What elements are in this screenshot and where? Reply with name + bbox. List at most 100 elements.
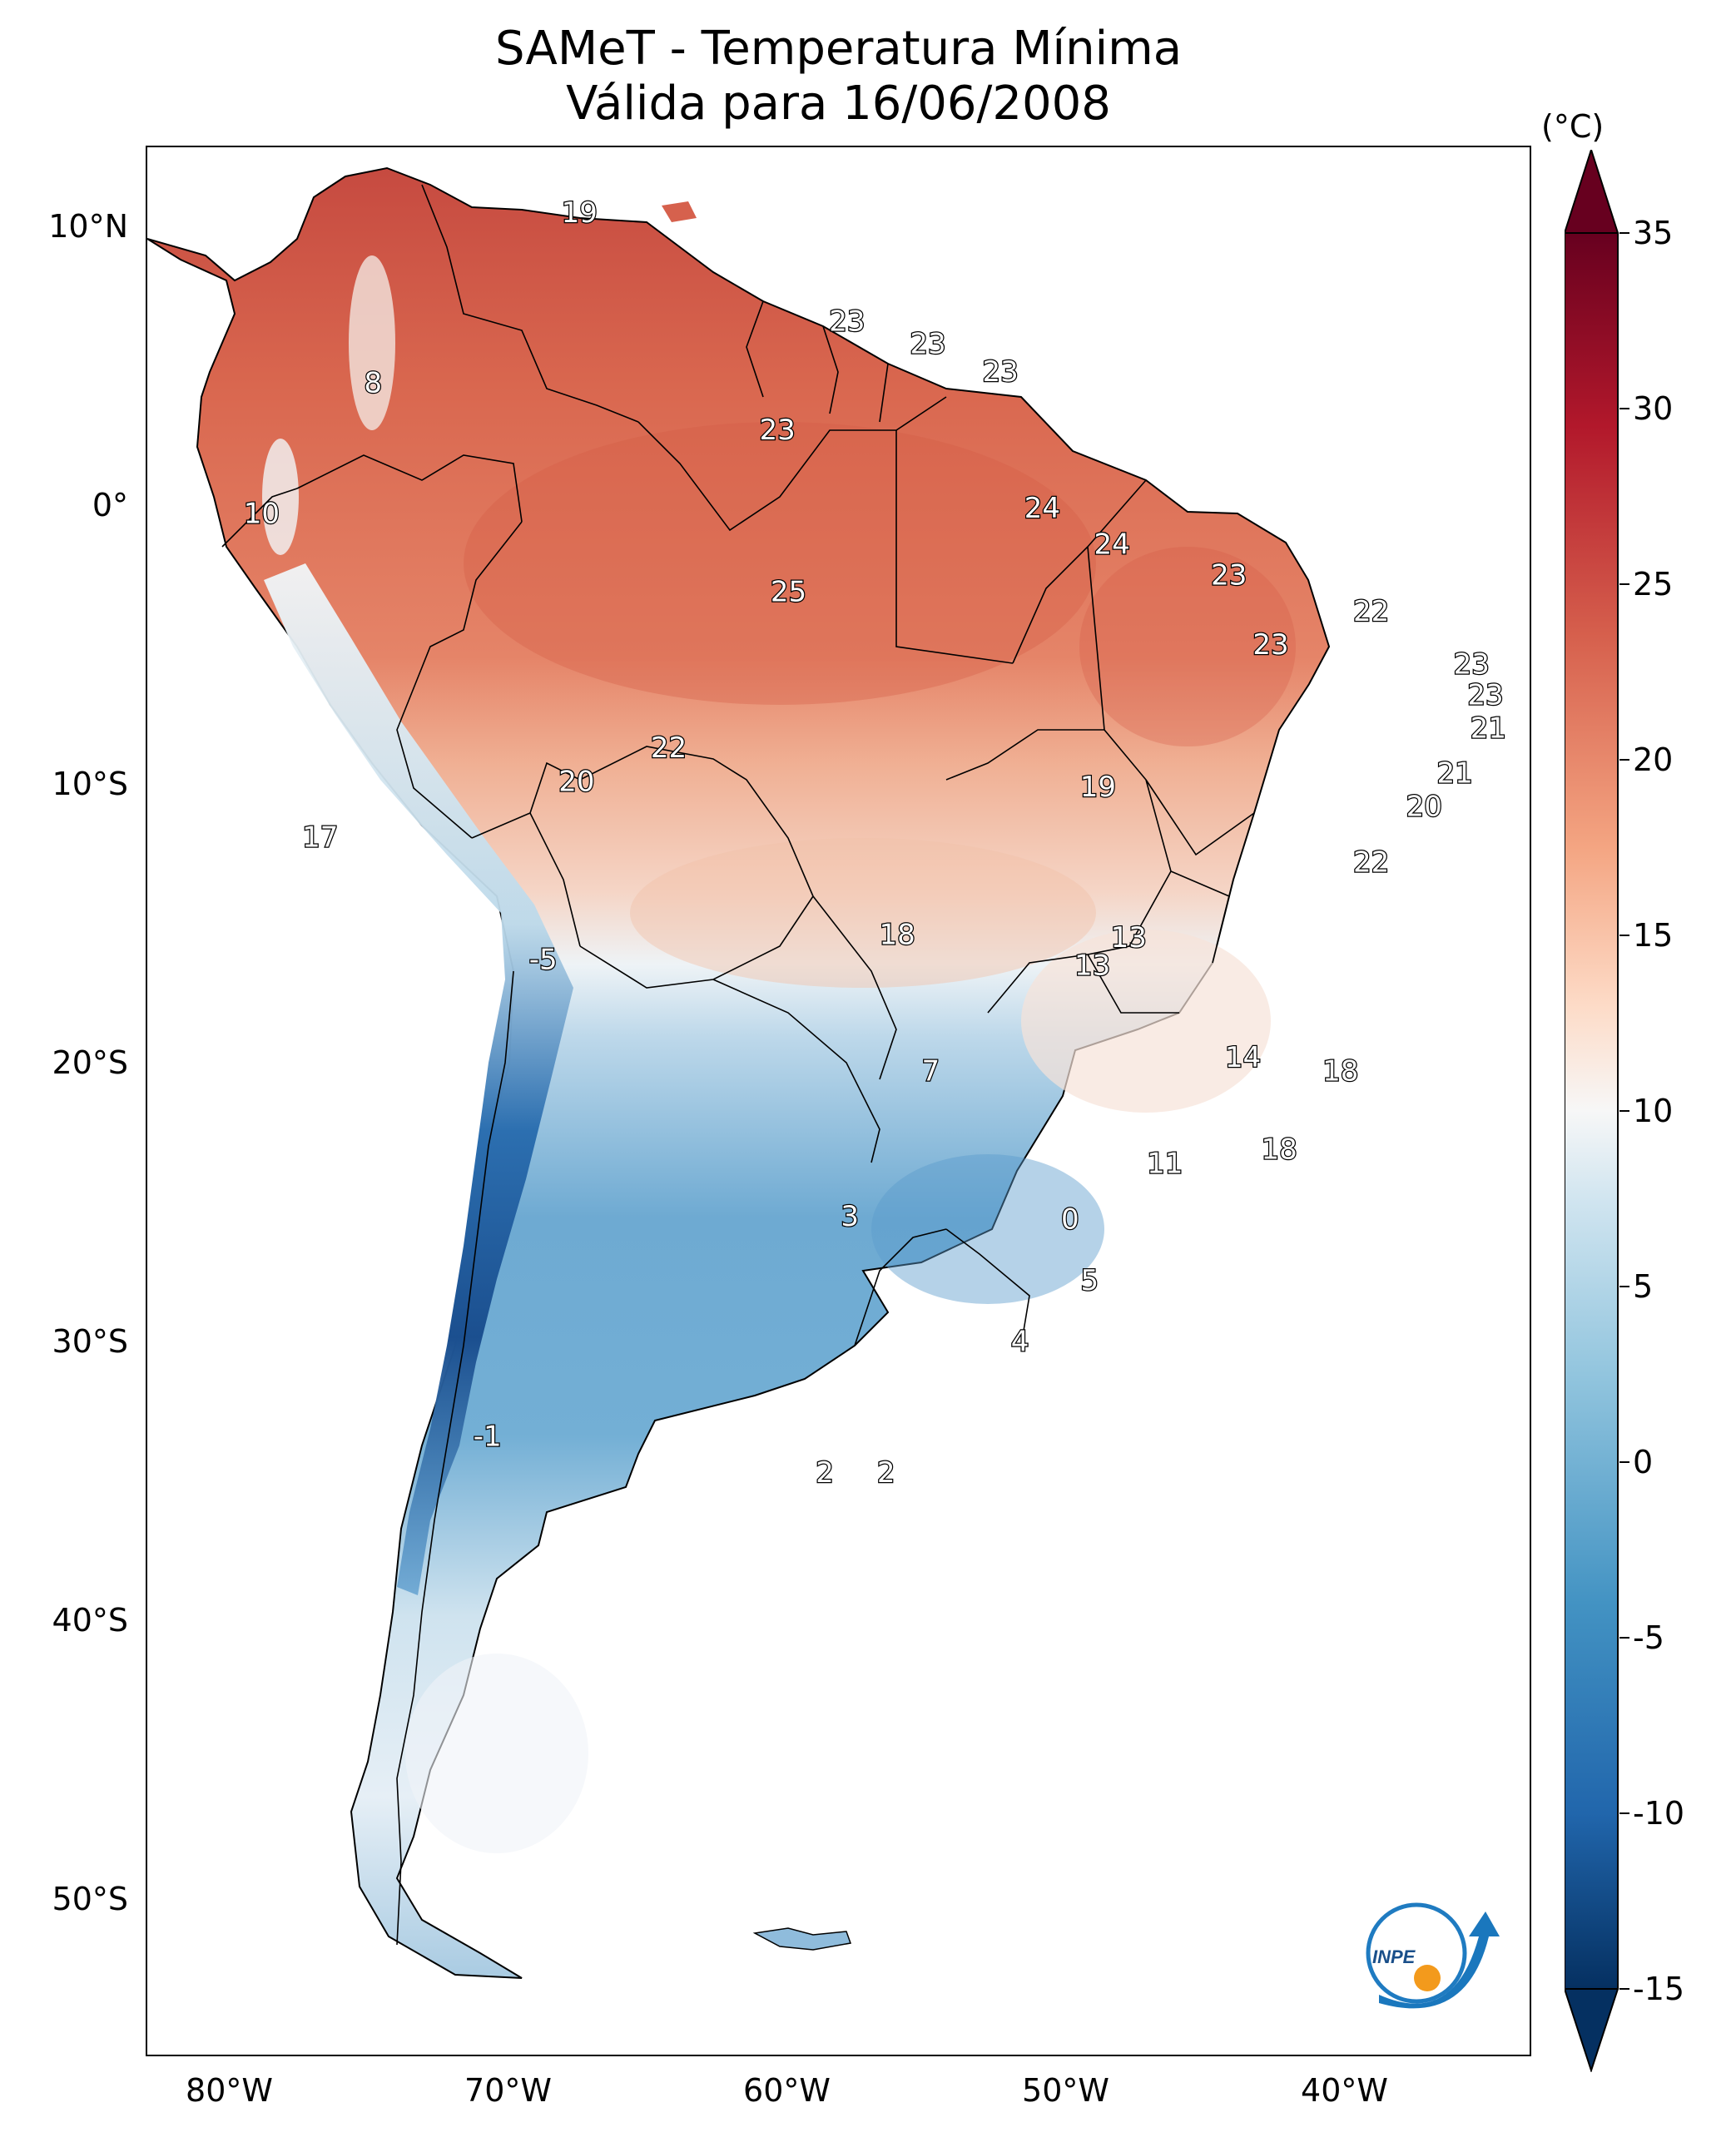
patagonia-mild [405, 1654, 588, 1853]
temperature-label: 7 [922, 1055, 940, 1088]
lon-tick-label: 80°W [186, 2072, 273, 2109]
northeast-brazil-warm [1079, 547, 1296, 746]
border-bolivia-chile-argentina [529, 812, 581, 947]
colorbar-tick-label: 30 [1633, 390, 1674, 427]
colorbar-tick [1619, 1988, 1629, 1990]
colorbar-unit: (°C) [1541, 108, 1605, 145]
temperature-label: 18 [880, 919, 915, 952]
temperature-label: 23 [982, 355, 1018, 389]
temperature-label: 10 [244, 498, 280, 531]
ecuador-andes-cool [262, 439, 299, 555]
colorbar-tick [1619, 759, 1629, 761]
border-suriname-guiana [879, 363, 889, 423]
temperature-label: 11 [1147, 1147, 1183, 1180]
temperature-label: 19 [1080, 771, 1116, 804]
country-borders [221, 184, 1255, 1946]
colorbar-tick-label: -5 [1633, 1619, 1664, 1656]
lat-tick-label: 0° [92, 487, 128, 524]
logo-text: INPE [1372, 1946, 1416, 1967]
southeast-brazil-mild [1021, 930, 1271, 1113]
temperature-label: 2 [816, 1456, 834, 1490]
border-colombia-venezuela [421, 184, 639, 423]
colorbar-body [1565, 232, 1619, 1990]
temperature-label: 2 [877, 1456, 895, 1490]
colorbar-tick-label: 20 [1633, 741, 1674, 778]
colorbar-tick [1619, 935, 1629, 936]
amazon-warm-core [464, 422, 1096, 705]
border-colombia-peru [296, 454, 523, 523]
colorbar-tick [1619, 1286, 1629, 1287]
title-line-1: SAMeT - Temperatura Mínima [494, 22, 1183, 76]
temperature-label: 23 [910, 327, 945, 360]
colorbar-tick [1619, 1110, 1629, 1112]
border-brazil-states [895, 430, 1255, 1014]
border-peru-bolivia [471, 761, 581, 839]
colorbar-tick [1619, 408, 1629, 409]
inpe-logo: INPE [1366, 1902, 1500, 2009]
colorbar-tick [1619, 1637, 1629, 1639]
temperature-label: 20 [558, 765, 594, 798]
temperature-label: 24 [1024, 492, 1060, 525]
colorbar-tick-label: 35 [1633, 215, 1674, 251]
temperature-label: 23 [1211, 558, 1247, 592]
border-uruguay-brazil [945, 1228, 1030, 1346]
lon-tick-label: 60°W [743, 2072, 831, 2109]
temperature-label: 19 [562, 196, 598, 230]
colorbar-tick [1619, 232, 1629, 234]
colorbar-top-extension [1565, 150, 1619, 234]
colorbar-tick-label: 5 [1633, 1268, 1654, 1305]
colorbar-tick-label: 10 [1633, 1093, 1674, 1129]
falkland-islands [752, 1927, 852, 1951]
lon-tick-label: 70°W [464, 2072, 552, 2109]
border-venezuela-guyana [746, 300, 764, 398]
temperature-label: 17 [302, 821, 338, 854]
colorbar-tick-label: -10 [1633, 1795, 1685, 1832]
logo-arrow-icon [1379, 1912, 1500, 2009]
caribbean-islands [662, 201, 697, 222]
andes-cold-band [264, 563, 573, 1595]
temperature-label: 23 [1454, 648, 1490, 682]
continent [147, 166, 1331, 1979]
border-chile-argentina [396, 970, 514, 1946]
border-ecuador-peru [221, 488, 298, 548]
logo-dot [1414, 1965, 1441, 1991]
temperature-label: 20 [1406, 790, 1442, 823]
temperature-label: 22 [651, 731, 687, 765]
lon-tick-label: 50°W [1022, 2072, 1109, 2109]
temperature-label: 8 [365, 366, 383, 399]
temperature-label: 23 [1252, 628, 1288, 662]
temperature-label: 13 [1074, 949, 1110, 982]
temperature-label: 3 [841, 1200, 859, 1233]
title-line-2: Válida para 16/06/2008 [566, 77, 1111, 131]
lat-tick-label: 50°S [52, 1881, 128, 1918]
lon-tick-label: 40°W [1301, 2072, 1388, 2109]
temperature-label: 23 [759, 414, 795, 447]
colorbar-scale [1565, 150, 1619, 2072]
temperature-label: 14 [1225, 1041, 1261, 1074]
lat-tick-label: 10°N [48, 208, 128, 245]
temperature-label: 13 [1111, 921, 1147, 955]
lat-tick-label: 30°S [52, 1323, 128, 1361]
colorbar-tick-label: 15 [1633, 917, 1674, 954]
logo-ring [1366, 1902, 1467, 2004]
temperature-label: -5 [529, 944, 558, 977]
border-argentina-uruguay [854, 1228, 947, 1346]
colorbar-tick-label: 0 [1633, 1444, 1654, 1480]
colorbar-tick-label: -15 [1633, 1971, 1685, 2007]
temperature-label: 25 [771, 576, 806, 609]
colorbar-bottom-extension [1565, 1988, 1619, 2072]
border-peru-brazil [396, 521, 523, 839]
temperature-label: 5 [1080, 1264, 1099, 1297]
colombia-andes-cool [349, 255, 395, 430]
temperature-label: 22 [1353, 595, 1389, 628]
paraguay-warm [630, 838, 1096, 988]
border-bolivia-brazil [579, 746, 814, 897]
colorbar-tick [1619, 1461, 1629, 1463]
lat-tick-label: 40°S [52, 1602, 128, 1639]
temperature-label: 0 [1061, 1202, 1079, 1236]
lat-tick-label: 10°S [52, 766, 128, 803]
border-guyana-suriname [822, 325, 839, 414]
temperature-label: 21 [1471, 712, 1506, 746]
